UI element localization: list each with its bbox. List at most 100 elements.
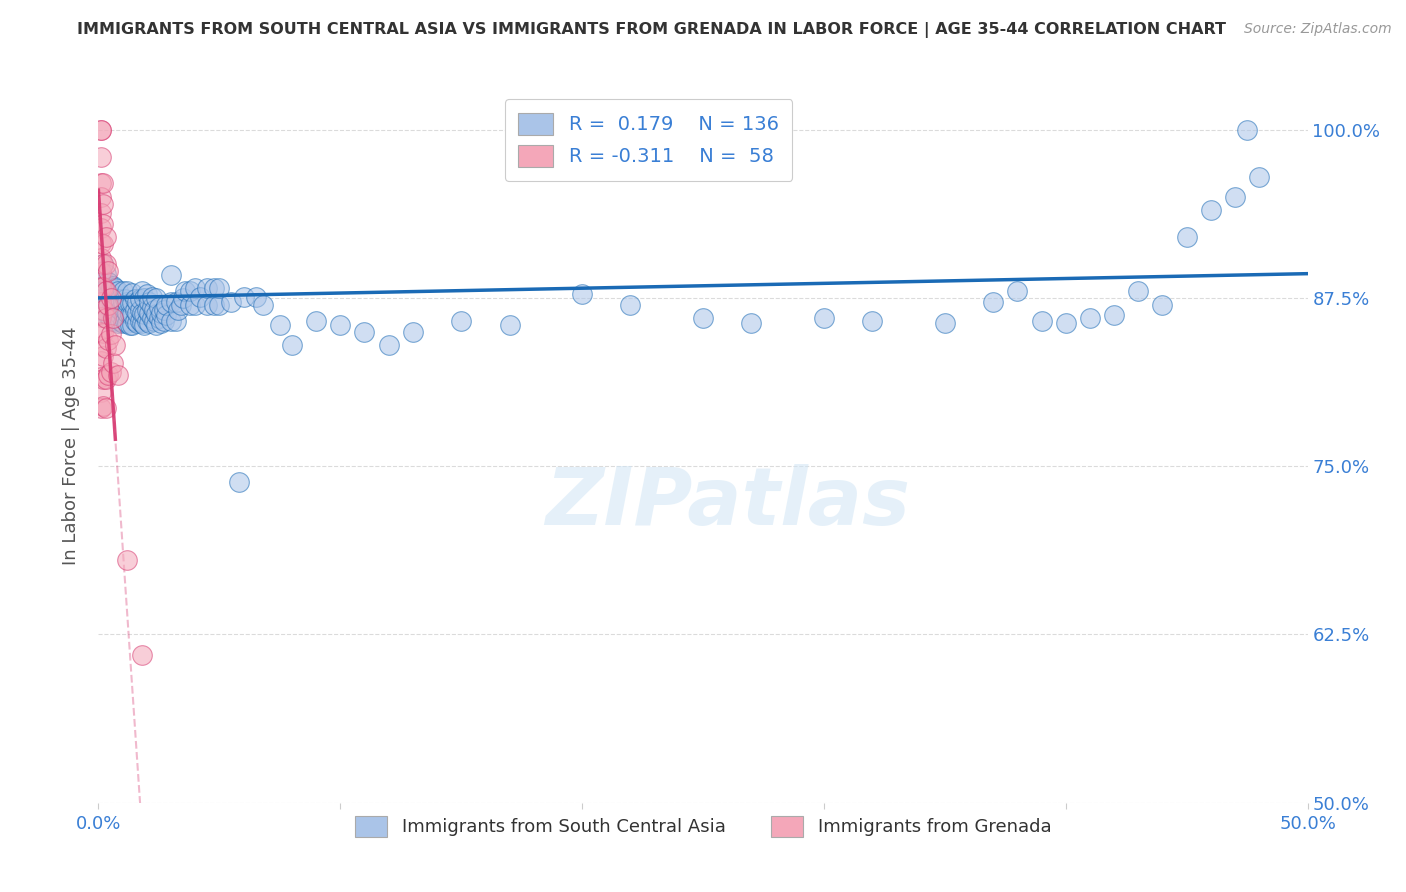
Point bbox=[94, 257, 117, 271]
Point bbox=[135, 303, 157, 318]
Point bbox=[94, 277, 117, 292]
Point bbox=[104, 338, 127, 352]
Point bbox=[208, 281, 231, 295]
Point bbox=[134, 307, 156, 321]
Point bbox=[97, 298, 120, 312]
Point bbox=[101, 355, 124, 369]
Point bbox=[91, 303, 114, 318]
Point bbox=[94, 298, 117, 312]
Point bbox=[94, 311, 117, 326]
Point bbox=[204, 298, 226, 312]
Point bbox=[114, 292, 136, 306]
Point bbox=[138, 294, 160, 309]
Point bbox=[91, 399, 114, 413]
Point bbox=[90, 251, 112, 265]
Point bbox=[131, 284, 153, 298]
Point bbox=[124, 303, 146, 318]
Point bbox=[100, 281, 122, 295]
Point bbox=[195, 298, 218, 312]
Point bbox=[90, 206, 112, 220]
Point bbox=[91, 177, 114, 191]
Point bbox=[91, 217, 114, 231]
Point bbox=[167, 303, 190, 318]
Point bbox=[94, 286, 117, 301]
Point bbox=[107, 368, 129, 382]
Point bbox=[121, 307, 143, 321]
Point bbox=[143, 314, 166, 328]
Point bbox=[118, 296, 141, 310]
Point bbox=[204, 281, 226, 295]
Point bbox=[1102, 309, 1125, 323]
Point bbox=[498, 318, 520, 332]
Point bbox=[107, 306, 129, 320]
Point bbox=[91, 372, 114, 386]
Point bbox=[134, 291, 156, 305]
Point bbox=[91, 257, 114, 271]
Point bbox=[90, 339, 112, 353]
Text: ZIPatlas: ZIPatlas bbox=[544, 464, 910, 542]
Point bbox=[104, 314, 127, 328]
Point bbox=[1175, 230, 1198, 244]
Point bbox=[94, 311, 117, 326]
Point bbox=[117, 284, 139, 298]
Point bbox=[101, 289, 124, 303]
Point bbox=[117, 553, 139, 567]
Point bbox=[101, 311, 124, 326]
Point bbox=[131, 317, 153, 331]
Point bbox=[1152, 298, 1174, 312]
Point bbox=[184, 298, 207, 312]
Point bbox=[135, 314, 157, 328]
Point bbox=[152, 314, 174, 328]
Point bbox=[174, 284, 197, 298]
Point bbox=[121, 318, 143, 332]
Point bbox=[90, 264, 112, 278]
Point bbox=[152, 303, 174, 318]
Point bbox=[124, 292, 146, 306]
Point bbox=[90, 354, 112, 368]
Point bbox=[90, 310, 112, 324]
Point bbox=[160, 314, 183, 328]
Point bbox=[1223, 190, 1246, 204]
Point bbox=[128, 292, 150, 306]
Point bbox=[91, 196, 114, 211]
Point bbox=[252, 298, 274, 312]
Point bbox=[1128, 284, 1150, 298]
Point bbox=[94, 230, 117, 244]
Point bbox=[195, 281, 218, 295]
Point bbox=[104, 281, 127, 295]
Point bbox=[160, 294, 183, 309]
Point bbox=[90, 370, 112, 384]
Point bbox=[148, 301, 170, 315]
Point bbox=[111, 306, 134, 320]
Point bbox=[107, 284, 129, 298]
Point bbox=[1199, 203, 1222, 218]
Point bbox=[91, 257, 114, 271]
Point bbox=[97, 309, 120, 323]
Point bbox=[91, 291, 114, 305]
Point bbox=[281, 338, 304, 352]
Point bbox=[141, 311, 163, 326]
Point bbox=[104, 303, 127, 318]
Point bbox=[90, 235, 112, 250]
Point bbox=[101, 301, 124, 315]
Point bbox=[90, 149, 112, 163]
Point bbox=[100, 292, 122, 306]
Point bbox=[91, 349, 114, 363]
Point bbox=[91, 237, 114, 252]
Point bbox=[117, 306, 139, 320]
Point bbox=[90, 401, 112, 416]
Point bbox=[145, 291, 167, 305]
Point bbox=[155, 298, 177, 312]
Point bbox=[221, 294, 243, 309]
Point bbox=[91, 326, 114, 340]
Point bbox=[114, 303, 136, 318]
Point bbox=[94, 372, 117, 386]
Point bbox=[134, 318, 156, 332]
Point bbox=[104, 292, 127, 306]
Point bbox=[269, 318, 291, 332]
Point bbox=[91, 284, 114, 298]
Point bbox=[94, 401, 117, 416]
Point bbox=[188, 289, 211, 303]
Point bbox=[232, 289, 254, 303]
Point bbox=[100, 327, 122, 342]
